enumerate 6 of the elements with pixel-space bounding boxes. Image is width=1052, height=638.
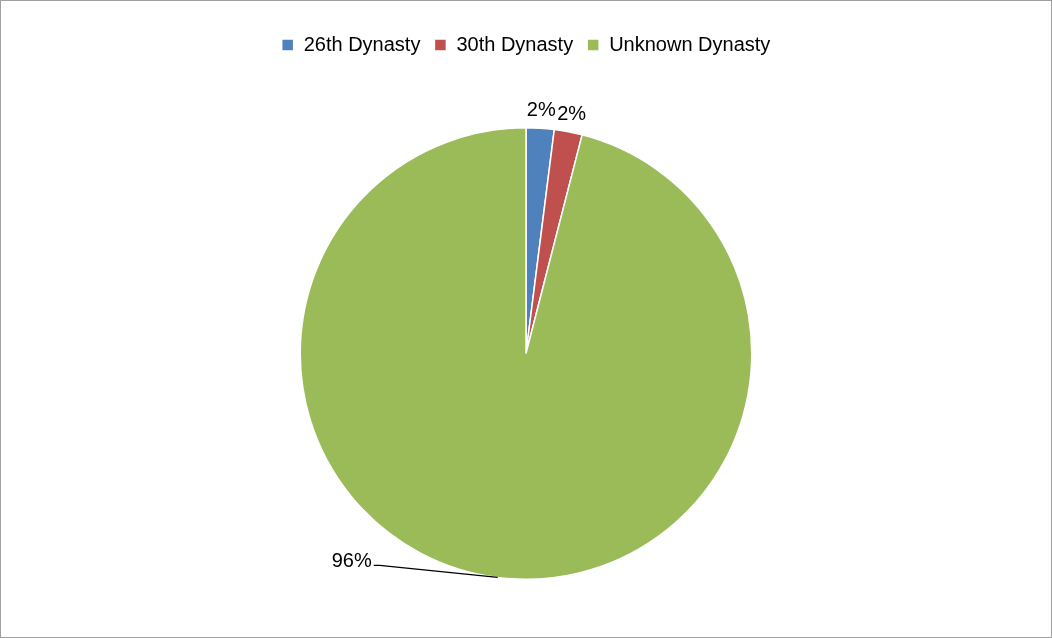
data-label: 2% [526, 97, 556, 120]
legend-label: 30th Dynasty [456, 32, 574, 55]
legend-label: 26th Dynasty [303, 32, 421, 55]
data-label: 2% [557, 101, 587, 124]
data-label: 96% [331, 548, 372, 571]
legend-label: Unknown Dynasty [609, 32, 771, 55]
